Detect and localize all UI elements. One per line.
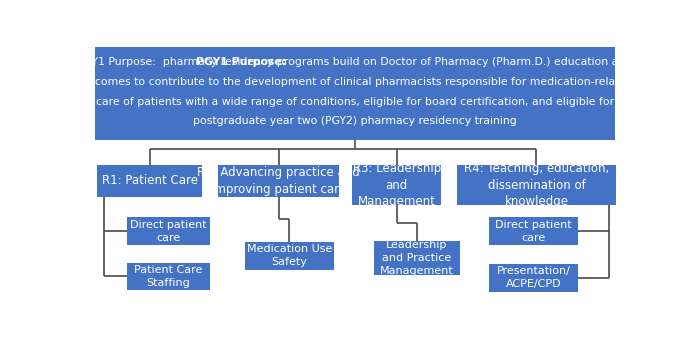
Text: Presentation/
ACPE/CPD: Presentation/ ACPE/CPD <box>497 266 570 289</box>
Text: R3: Leadership
and
Management: R3: Leadership and Management <box>353 162 441 208</box>
FancyBboxPatch shape <box>97 165 202 197</box>
Text: R1: Patient Care: R1: Patient Care <box>102 175 198 187</box>
FancyBboxPatch shape <box>218 165 339 197</box>
Text: Leadership
and Practice
Management: Leadership and Practice Management <box>380 240 454 276</box>
FancyBboxPatch shape <box>374 241 460 275</box>
FancyBboxPatch shape <box>489 264 578 292</box>
FancyBboxPatch shape <box>457 165 615 205</box>
FancyBboxPatch shape <box>127 217 210 245</box>
Text: R4: Teaching, education,
dissemination of
knowledge: R4: Teaching, education, dissemination o… <box>464 162 609 208</box>
FancyBboxPatch shape <box>489 217 578 245</box>
Text: care of patients with a wide range of conditions, eligible for board certificati: care of patients with a wide range of co… <box>96 97 614 107</box>
Text: Direct patient
care: Direct patient care <box>130 220 207 242</box>
Text: PGY1 Purpose:  pharmacy residency programs build on Doctor of Pharmacy (Pharm.D.: PGY1 Purpose: pharmacy residency program… <box>77 57 632 67</box>
Text: R2: Advancing practice and
improving patient care: R2: Advancing practice and improving pat… <box>198 166 360 196</box>
FancyBboxPatch shape <box>353 165 441 205</box>
FancyBboxPatch shape <box>245 242 333 270</box>
FancyBboxPatch shape <box>127 263 210 290</box>
Text: Medication Use
Safety: Medication Use Safety <box>247 245 332 267</box>
Text: outcomes to contribute to the development of clinical pharmacists responsible fo: outcomes to contribute to the developmen… <box>76 77 633 87</box>
FancyBboxPatch shape <box>95 47 615 140</box>
Text: postgraduate year two (PGY2) pharmacy residency training: postgraduate year two (PGY2) pharmacy re… <box>193 116 516 126</box>
Text: Direct patient
care: Direct patient care <box>495 220 572 242</box>
Text: PGY1 Purpose:: PGY1 Purpose: <box>196 57 286 67</box>
Text: Patient Care
Staffing: Patient Care Staffing <box>134 265 203 288</box>
